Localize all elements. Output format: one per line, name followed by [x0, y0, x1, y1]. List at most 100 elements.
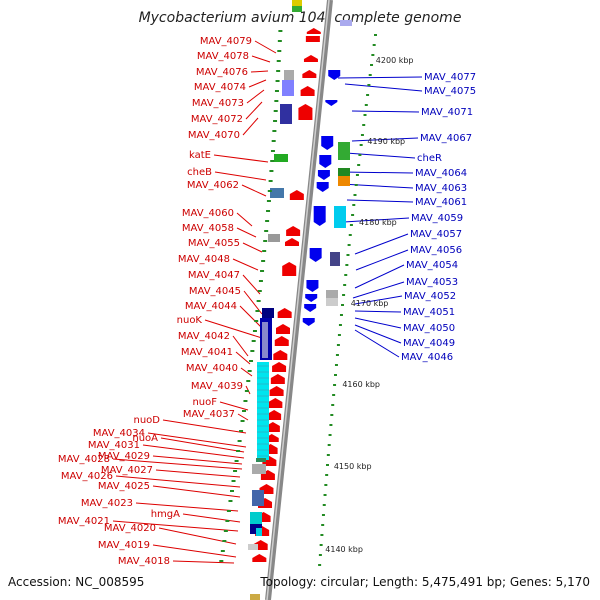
reverse-gene-arrow [328, 70, 341, 80]
gene-label-left: MAV_4073 [192, 98, 244, 109]
tick-mark [346, 254, 350, 256]
gene-block-navy [262, 322, 268, 358]
scale-label: 4150 kbp [334, 462, 372, 471]
connector-line [112, 458, 243, 470]
tick-mark [220, 550, 225, 552]
gene-label-left: MAV_4034 [93, 428, 145, 439]
connector-line [355, 249, 409, 271]
tick-mark [272, 130, 277, 132]
tick-mark [353, 194, 357, 196]
connector-line [242, 117, 259, 136]
map-title: Mycobacterium avium 104, complete genome [138, 10, 462, 26]
gene-label-right: MAV_4064 [415, 168, 467, 179]
tick-mark [233, 470, 238, 472]
tick-mark [219, 560, 224, 562]
reverse-gene-arrow [316, 182, 329, 192]
connector-line [354, 310, 402, 313]
gene-block [270, 188, 284, 198]
gene-label-left: nuoA [132, 433, 158, 444]
tick-mark [246, 380, 251, 382]
connector-line [354, 233, 409, 255]
connector-line [346, 199, 414, 203]
tick-mark [225, 520, 230, 522]
tick-mark [226, 510, 231, 512]
accession-label: Accession: NC_008595 [8, 575, 145, 589]
tick-mark [368, 74, 372, 76]
gene-label-right: MAV_4050 [403, 323, 455, 334]
tick-mark [344, 274, 348, 276]
gene-block [262, 308, 274, 318]
reverse-gene-arrow [305, 294, 318, 302]
tick-mark [267, 190, 272, 192]
connector-line [152, 455, 243, 465]
connector-line [251, 55, 271, 63]
connector-line [152, 544, 237, 558]
tick-mark [348, 234, 352, 236]
gene-label-left: MAV_4078 [197, 51, 249, 62]
connector-line [162, 419, 247, 434]
tick-mark [318, 554, 322, 556]
connector-line [354, 317, 402, 329]
scale-label: 4200 kbp [376, 56, 414, 65]
connector-line [245, 101, 263, 120]
gene-label-right: MAV_4056 [410, 245, 462, 256]
tick-mark [359, 144, 363, 146]
connector-line [142, 444, 245, 459]
forward-gene-arrow [303, 55, 318, 62]
gene-block [250, 512, 262, 524]
connector-line [351, 110, 420, 113]
tick-mark [273, 110, 278, 112]
tick-mark [333, 374, 337, 376]
gene-label-left: MAV_4041 [181, 347, 233, 358]
tick-mark [345, 264, 349, 266]
tick-mark [223, 530, 228, 532]
gene-label-left: MAV_4060 [182, 208, 234, 219]
connector-line [135, 502, 239, 512]
gene-label-left: MAV_4058 [182, 223, 234, 234]
gene-block [326, 298, 338, 306]
forward-gene-arrow [272, 362, 287, 372]
forward-gene-arrow [269, 386, 284, 396]
connector-line [354, 295, 403, 305]
tick-mark [261, 260, 266, 262]
tick-mark [367, 84, 371, 86]
forward-gene-arrow [300, 86, 315, 96]
tick-mark [276, 70, 281, 72]
connector-line [343, 217, 410, 223]
gene-label-right: MAV_4057 [410, 229, 462, 240]
tick-mark [239, 430, 244, 432]
forward-gene-arrow [282, 262, 297, 276]
gene-label-right: MAV_4067 [420, 133, 472, 144]
gene-label-left: MAV_4074 [194, 82, 246, 93]
connector-line [155, 469, 241, 478]
gene-block [280, 104, 292, 124]
connector-line [240, 367, 253, 377]
tick-mark [319, 544, 323, 546]
connector-line [248, 79, 267, 88]
gene-block [250, 594, 260, 600]
connector-line [254, 40, 277, 54]
gene-label-left: nuoF [192, 397, 217, 408]
tick-mark [222, 540, 227, 542]
connector-line [352, 281, 405, 299]
reverse-gene-arrow [302, 318, 315, 326]
backbone-highlight [266, 0, 330, 600]
tick-mark [262, 250, 267, 252]
gene-label-right: MAV_4059 [411, 213, 463, 224]
gene-block [338, 142, 350, 160]
scale-label: 4170 kbp [351, 299, 389, 308]
tick-mark [325, 474, 329, 476]
tick-mark [322, 504, 326, 506]
gene-label-right: MAV_4061 [415, 197, 467, 208]
tick-mark [339, 314, 343, 316]
gene-block-cyan [257, 362, 269, 460]
connector-line [354, 329, 400, 358]
connector-line [115, 475, 241, 488]
gene-block [340, 20, 352, 26]
tick-mark [228, 500, 233, 502]
tick-mark [329, 424, 333, 426]
tick-mark [336, 344, 340, 346]
tick-mark [363, 114, 367, 116]
tick-mark [349, 224, 353, 226]
gene-block [292, 6, 302, 12]
